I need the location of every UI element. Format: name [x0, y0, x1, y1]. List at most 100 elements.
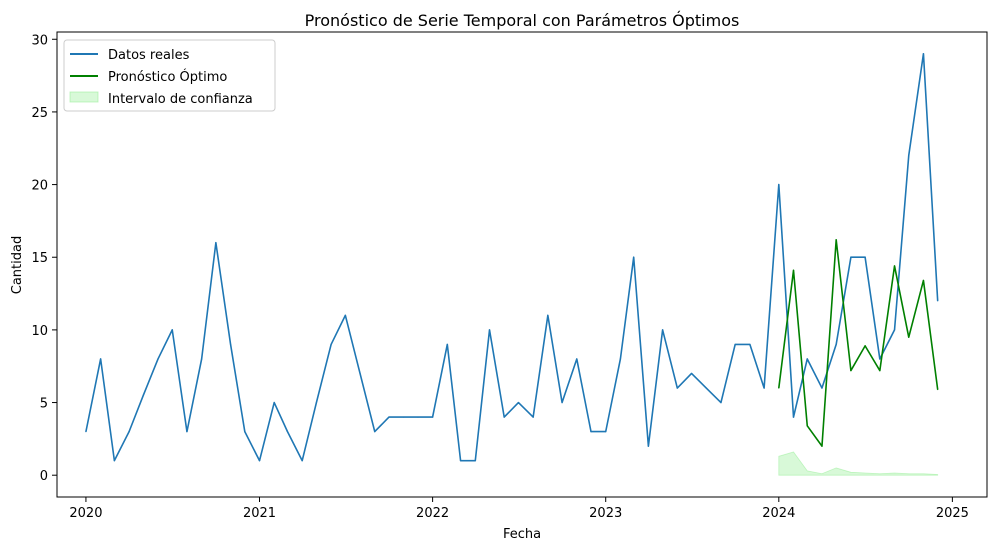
x-tick-label: 2021 [243, 506, 276, 521]
data-point [330, 343, 332, 346]
data-point [474, 460, 476, 462]
y-tick-label: 15 [31, 251, 48, 266]
data-point [705, 387, 707, 389]
data-point [662, 329, 664, 331]
data-point [835, 343, 837, 346]
data-point [171, 329, 173, 331]
data-point [749, 343, 751, 346]
data-point [690, 372, 693, 375]
data-point [417, 416, 419, 418]
data-point [85, 431, 87, 433]
x-axis: 2020 2021 2022 2023 2024 2025 [69, 497, 969, 521]
data-point [229, 343, 232, 346]
data-point [864, 256, 866, 258]
data-point [763, 387, 765, 389]
data-point [128, 431, 130, 433]
data-point [864, 345, 866, 347]
legend-box [63, 39, 276, 112]
data-point [937, 388, 939, 391]
data-point [344, 314, 346, 316]
data-point [142, 394, 144, 396]
data-point [778, 387, 780, 389]
data-point [792, 416, 795, 418]
data-point [100, 358, 102, 360]
data-point [359, 372, 361, 375]
data-point [301, 460, 303, 462]
legend-label-datos-reales: Datos reales [108, 48, 190, 63]
data-point [286, 431, 289, 433]
confidence-band-layer [778, 451, 939, 476]
data-point [893, 265, 896, 267]
series-layer [85, 52, 939, 462]
data-point [590, 431, 592, 433]
data-point [778, 183, 780, 186]
data-point [821, 387, 823, 389]
data-point [488, 329, 491, 331]
data-point [576, 358, 578, 360]
data-point [315, 401, 318, 404]
data-point [850, 256, 852, 258]
data-point [201, 358, 203, 360]
data-point [676, 387, 678, 389]
data-point [532, 416, 534, 418]
y-tick-label: 20 [31, 179, 48, 194]
data-point [908, 154, 910, 157]
series-pronostico-optimo [778, 238, 939, 447]
data-point [879, 369, 881, 372]
legend-swatch-intervalo [69, 91, 99, 103]
series-line-pronostico-optimo [778, 238, 939, 447]
confidence-band-intervalo-de-confianza [778, 451, 939, 476]
data-point [879, 358, 881, 360]
data-point [403, 416, 405, 418]
data-point [244, 431, 246, 433]
x-tick-label: 2022 [416, 506, 449, 521]
x-tick-label: 2023 [589, 506, 622, 521]
y-tick-label: 25 [31, 106, 48, 121]
data-point [374, 431, 376, 433]
y-tick-label: 0 [40, 469, 48, 484]
x-tick-label: 2020 [69, 506, 102, 521]
data-point [850, 369, 852, 372]
data-point [258, 460, 261, 462]
data-point [720, 401, 722, 404]
data-point [734, 343, 736, 346]
x-tick-label: 2025 [936, 506, 969, 521]
data-point [273, 401, 275, 404]
data-point [633, 256, 635, 258]
data-point [432, 416, 434, 418]
y-tick-label: 5 [40, 397, 48, 412]
data-point [186, 431, 188, 433]
series-line-datos-reales [85, 52, 939, 462]
data-point [459, 460, 462, 462]
data-point [619, 358, 622, 360]
y-tick-label: 30 [31, 33, 48, 48]
legend: Datos reales Pronóstico Óptimo Intervalo… [63, 39, 276, 112]
legend-label-intervalo: Intervalo de confianza [108, 92, 253, 107]
data-point [215, 242, 217, 244]
x-tick-label: 2024 [762, 506, 795, 521]
data-point [806, 358, 808, 360]
chart-title: Pronóstico de Serie Temporal con Parámet… [305, 11, 740, 30]
data-point [605, 431, 607, 433]
data-point [893, 329, 896, 331]
data-point [388, 416, 390, 418]
x-axis-title: Fecha [503, 527, 541, 542]
data-point [113, 460, 115, 462]
data-point [908, 336, 910, 338]
data-point [806, 425, 808, 427]
data-point [547, 314, 549, 316]
data-point [561, 401, 563, 404]
data-point [922, 279, 925, 282]
series-datos-reales [85, 52, 939, 462]
data-point [517, 401, 520, 404]
data-point [446, 343, 448, 346]
data-point [503, 416, 505, 418]
y-axis: 0 5 10 15 20 25 30 [31, 33, 57, 484]
legend-label-pronostico: Pronóstico Óptimo [108, 69, 227, 85]
y-axis-title: Cantidad [10, 236, 25, 294]
data-point [835, 239, 837, 241]
plot-area-frame [56, 31, 988, 498]
y-tick-label: 10 [31, 324, 48, 339]
data-point [792, 269, 795, 271]
